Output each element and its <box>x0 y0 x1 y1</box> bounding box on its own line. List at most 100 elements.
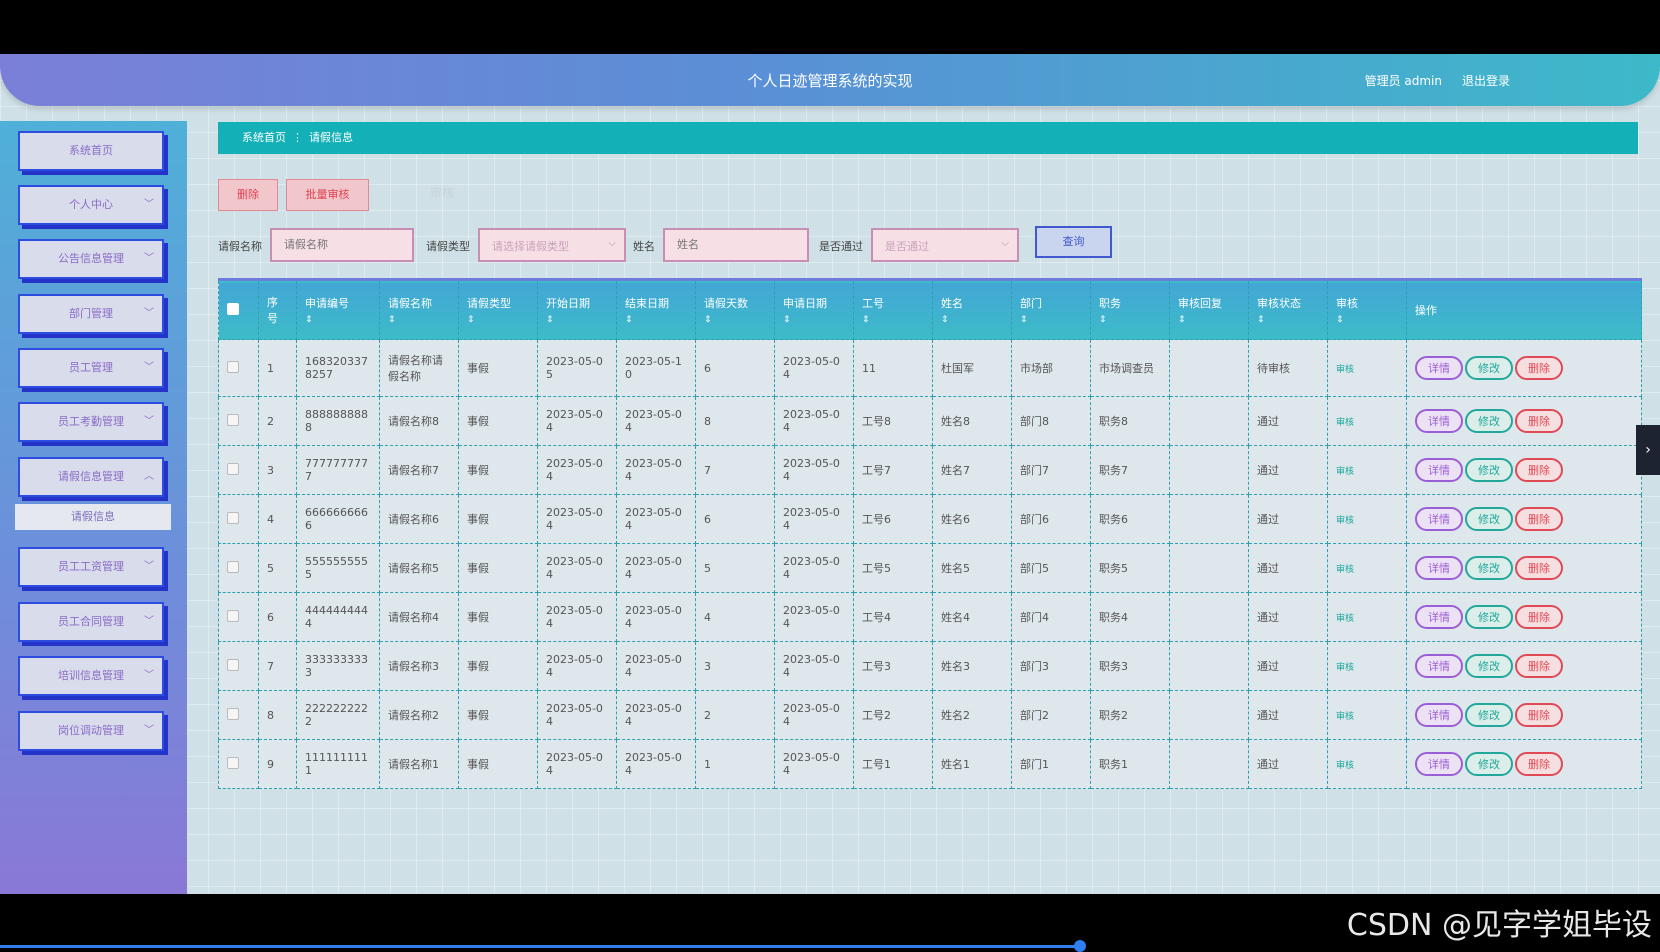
row-delete-button[interactable]: 删除 <box>1515 703 1563 727</box>
edit-button[interactable]: 修改 <box>1465 654 1513 678</box>
row-checkbox[interactable] <box>227 609 239 622</box>
row-checkbox[interactable] <box>227 511 239 524</box>
row-checkbox[interactable] <box>227 756 239 769</box>
sidebar-item-6[interactable]: 请假信息管理 ︿ <box>18 457 164 497</box>
sort-icon[interactable]: ⇕ <box>783 315 791 325</box>
row-checkbox[interactable] <box>227 707 239 720</box>
sort-icon[interactable]: ⇕ <box>625 315 633 325</box>
detail-button[interactable]: 详情 <box>1415 654 1463 678</box>
review-link[interactable]: 审核 <box>1336 466 1355 477</box>
row-select-cell[interactable] <box>218 396 259 446</box>
row-delete-button[interactable]: 删除 <box>1515 752 1563 776</box>
sort-icon[interactable]: ⇕ <box>862 315 870 325</box>
column-header[interactable]: 序号 <box>258 279 297 340</box>
edit-button[interactable]: 修改 <box>1465 507 1513 531</box>
batch-review-button[interactable]: 批量审核 <box>286 179 369 211</box>
table-cell[interactable]: 审核 <box>1327 396 1407 446</box>
table-cell[interactable]: 审核 <box>1327 739 1407 789</box>
search-person-input[interactable] <box>663 228 809 262</box>
sort-icon[interactable]: ⇕ <box>1099 315 1107 325</box>
row-select-cell[interactable] <box>218 641 259 691</box>
row-checkbox[interactable] <box>227 360 239 373</box>
edit-button[interactable]: 修改 <box>1465 458 1513 482</box>
table-cell[interactable]: 审核 <box>1327 494 1407 544</box>
sidebar-item-1[interactable]: 个人中心 ﹀ <box>18 185 164 225</box>
sidebar-item-5[interactable]: 员工考勤管理 ﹀ <box>18 402 164 442</box>
select-all-header[interactable] <box>218 279 259 340</box>
edit-button[interactable]: 修改 <box>1465 556 1513 580</box>
column-header[interactable]: 申请编号 ⇕ <box>296 279 380 340</box>
row-select-cell[interactable] <box>218 494 259 544</box>
edit-button[interactable]: 修改 <box>1465 356 1513 380</box>
detail-button[interactable]: 详情 <box>1415 556 1463 580</box>
review-link[interactable]: 审核 <box>1336 564 1355 575</box>
column-header[interactable]: 请假名称 ⇕ <box>379 279 459 340</box>
video-progress-handle[interactable] <box>1074 940 1086 952</box>
column-header[interactable]: 审核状态 ⇕ <box>1248 279 1328 340</box>
column-header[interactable]: 申请日期 ⇕ <box>774 279 854 340</box>
detail-button[interactable]: 详情 <box>1415 507 1463 531</box>
search-pass-select[interactable]: 是否通过 ⌵ <box>871 228 1019 262</box>
column-header[interactable]: 审核 ⇕ <box>1327 279 1407 340</box>
row-checkbox[interactable] <box>227 462 239 475</box>
breadcrumb-home[interactable]: 系统首页 <box>242 131 286 144</box>
edit-button[interactable]: 修改 <box>1465 605 1513 629</box>
row-select-cell[interactable] <box>218 592 259 642</box>
sort-icon[interactable]: ⇕ <box>467 315 475 325</box>
sidebar-item-7[interactable]: 员工工资管理 ﹀ <box>18 547 164 587</box>
detail-button[interactable]: 详情 <box>1415 409 1463 433</box>
column-header[interactable]: 工号 ⇕ <box>853 279 933 340</box>
row-delete-button[interactable]: 删除 <box>1515 507 1563 531</box>
row-select-cell[interactable] <box>218 445 259 495</box>
table-cell[interactable]: 审核 <box>1327 690 1407 740</box>
sort-icon[interactable]: ⇕ <box>388 315 396 325</box>
chevron-right-icon[interactable]: › <box>1636 425 1660 475</box>
row-checkbox[interactable] <box>227 560 239 573</box>
column-header[interactable]: 职务 ⇕ <box>1090 279 1170 340</box>
edit-button[interactable]: 修改 <box>1465 703 1513 727</box>
detail-button[interactable]: 详情 <box>1415 703 1463 727</box>
review-link[interactable]: 审核 <box>1336 515 1355 526</box>
row-delete-button[interactable]: 删除 <box>1515 409 1563 433</box>
sort-icon[interactable]: ⇕ <box>1178 315 1186 325</box>
row-delete-button[interactable]: 删除 <box>1515 356 1563 380</box>
row-delete-button[interactable]: 删除 <box>1515 654 1563 678</box>
sidebar-item-4[interactable]: 员工管理 ﹀ <box>18 348 164 388</box>
sidebar-item-2[interactable]: 公告信息管理 ﹀ <box>18 239 164 279</box>
delete-button[interactable]: 删除 <box>218 179 278 211</box>
table-cell[interactable]: 审核 <box>1327 339 1407 397</box>
row-select-cell[interactable] <box>218 739 259 789</box>
row-checkbox[interactable] <box>227 658 239 671</box>
sidebar-item-9[interactable]: 培训信息管理 ﹀ <box>18 656 164 696</box>
row-delete-button[interactable]: 删除 <box>1515 458 1563 482</box>
sort-icon[interactable]: ⇕ <box>305 315 313 325</box>
detail-button[interactable]: 详情 <box>1415 458 1463 482</box>
sidebar-subitem-leave-info[interactable]: 请假信息 <box>15 504 171 530</box>
sidebar-item-0[interactable]: 系统首页 <box>18 131 164 171</box>
edit-button[interactable]: 修改 <box>1465 409 1513 433</box>
select-all-checkbox[interactable] <box>227 302 239 315</box>
row-delete-button[interactable]: 删除 <box>1515 556 1563 580</box>
column-header[interactable]: 部门 ⇕ <box>1011 279 1091 340</box>
review-link[interactable]: 审核 <box>1336 662 1355 673</box>
row-checkbox[interactable] <box>227 413 239 426</box>
row-select-cell[interactable] <box>218 543 259 593</box>
sort-icon[interactable]: ⇕ <box>704 315 712 325</box>
column-header[interactable]: 请假类型 ⇕ <box>458 279 538 340</box>
search-name-input[interactable] <box>270 228 414 262</box>
video-progress-bar[interactable] <box>0 945 1080 948</box>
logout-link[interactable]: 退出登录 <box>1461 74 1510 88</box>
table-cell[interactable]: 审核 <box>1327 445 1407 495</box>
detail-button[interactable]: 详情 <box>1415 605 1463 629</box>
sidebar-item-3[interactable]: 部门管理 ﹀ <box>18 294 164 334</box>
review-link[interactable]: 审核 <box>1336 417 1355 428</box>
table-cell[interactable]: 审核 <box>1327 641 1407 691</box>
column-header[interactable]: 请假天数 ⇕ <box>695 279 775 340</box>
query-button[interactable]: 查询 <box>1035 226 1112 258</box>
column-header[interactable]: 姓名 ⇕ <box>932 279 1012 340</box>
column-header[interactable]: 审核回复 ⇕ <box>1169 279 1249 340</box>
sidebar-item-10[interactable]: 岗位调动管理 ﹀ <box>18 711 164 751</box>
edit-button[interactable]: 修改 <box>1465 752 1513 776</box>
column-header[interactable]: 结束日期 ⇕ <box>616 279 696 340</box>
sort-icon[interactable]: ⇕ <box>546 315 554 325</box>
